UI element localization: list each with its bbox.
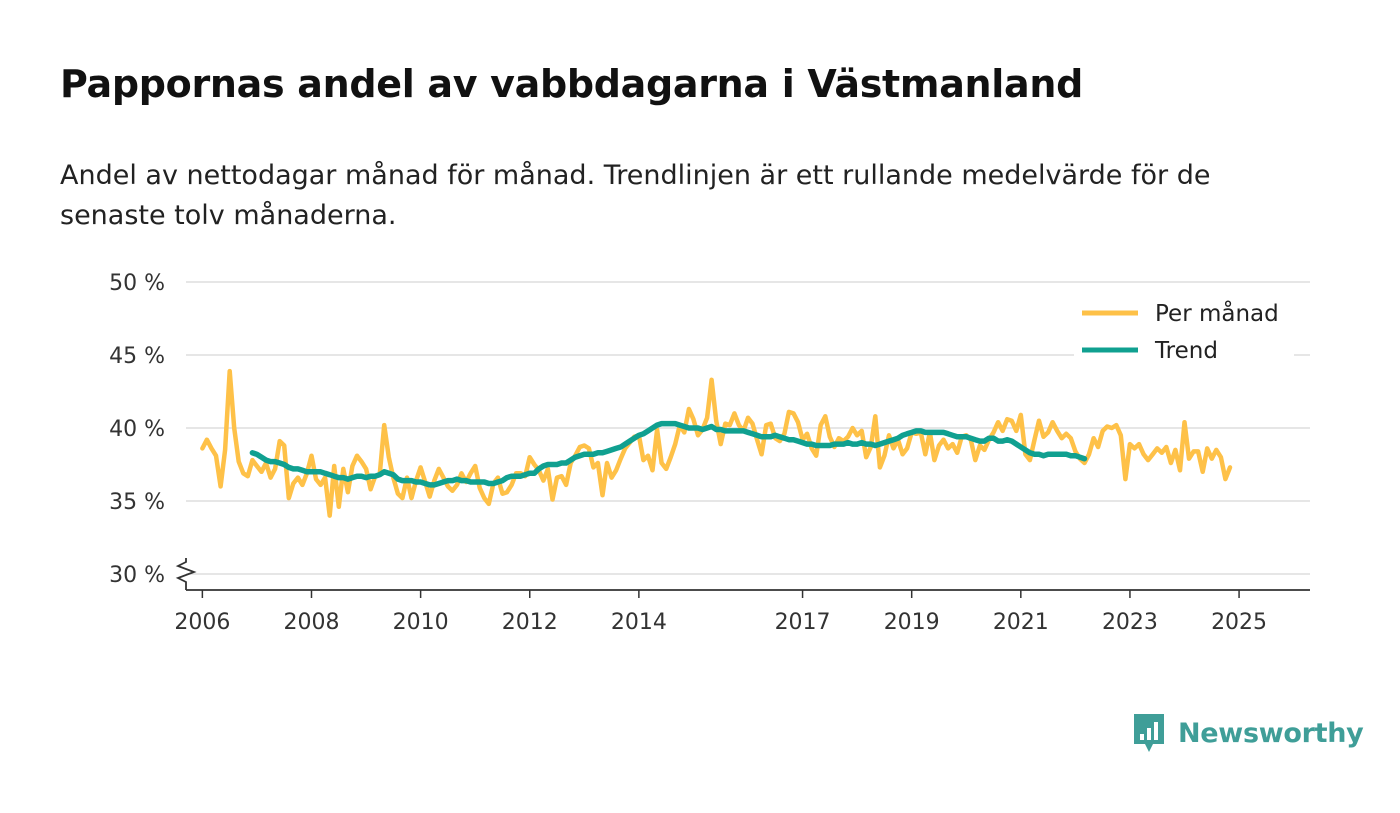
series-line-per-manad bbox=[200, 368, 1233, 518]
series-line-trend bbox=[249, 420, 1088, 488]
x-tick-label-2014: 2014 bbox=[611, 610, 667, 635]
x-tick-label-2017: 2017 bbox=[775, 610, 831, 635]
x-axis: 2006 2008 2010 2012 2014 2017 2019 2021 2023 2025 bbox=[174, 558, 1310, 635]
x-tick-label-2025: 2025 bbox=[1211, 610, 1267, 635]
x-tick-label-2008: 2008 bbox=[283, 610, 339, 635]
y-tick-label-30: 30 % bbox=[109, 563, 165, 588]
chart-title: Pappornas andel av vabbdagarna i Västman… bbox=[60, 62, 1084, 106]
y-tick-label-50: 50 % bbox=[109, 271, 165, 296]
legend-background bbox=[1074, 295, 1294, 370]
x-tick-label-2023: 2023 bbox=[1102, 610, 1158, 635]
x-tick-label-2019: 2019 bbox=[884, 610, 940, 635]
legend: Per månad Trend bbox=[1074, 295, 1294, 370]
y-tick-label-40: 40 % bbox=[109, 417, 165, 442]
y-axis-break-marker bbox=[175, 558, 197, 590]
legend-label-per-manad: Per månad bbox=[1155, 299, 1279, 327]
y-axis-labels: 30 % 35 % 40 % 45 % 50 % bbox=[109, 271, 165, 588]
line-chart: 30 % 35 % 40 % 45 % 50 % 2006 2008 2010 2012 201… bbox=[109, 271, 1310, 635]
chart-subtitle: Andel av nettodagar månad för månad. Tre… bbox=[60, 160, 1211, 231]
newsworthy-logo: Newsworthy bbox=[1132, 712, 1364, 754]
y-tick-label-35: 35 % bbox=[109, 490, 165, 515]
x-tick-label-2012: 2012 bbox=[502, 610, 558, 635]
series-layer bbox=[200, 368, 1233, 518]
x-tick-label-2010: 2010 bbox=[393, 610, 449, 635]
x-tick-label-2006: 2006 bbox=[174, 610, 230, 635]
legend-label-trend: Trend bbox=[1154, 338, 1218, 364]
x-tick-label-2021: 2021 bbox=[993, 610, 1049, 635]
y-tick-label-45: 45 % bbox=[109, 344, 165, 369]
brand-name: Newsworthy bbox=[1178, 717, 1364, 749]
newsworthy-logo-icon bbox=[1134, 714, 1164, 752]
